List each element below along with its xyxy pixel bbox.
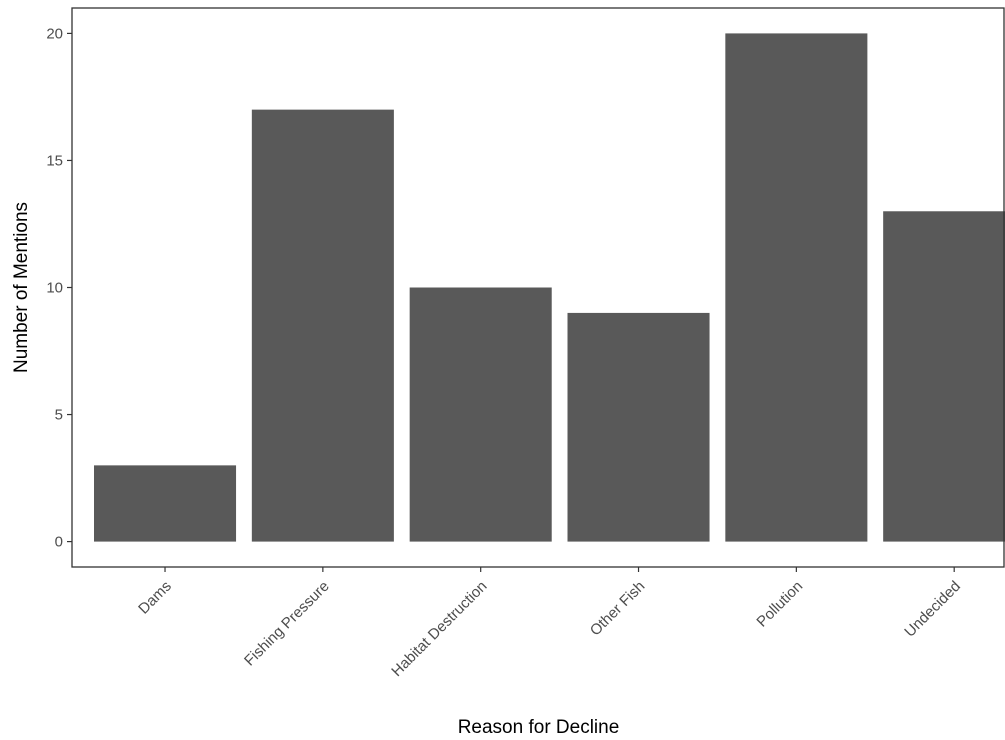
- y-tick-label: 5: [55, 407, 63, 424]
- x-axis-ticks: Dams Fishing Pressure Habitat Destruction O…: [135, 567, 964, 680]
- y-axis-ticks: 0 5 10 15 20: [46, 25, 72, 551]
- y-tick-label: 20: [46, 25, 63, 42]
- bar: [883, 211, 1005, 542]
- bar: [409, 287, 552, 542]
- bar: [725, 33, 868, 542]
- y-tick-label: 0: [55, 534, 63, 551]
- x-tick-label: Other Fish: [587, 578, 649, 640]
- x-tick-label: Habitat Destruction: [388, 578, 490, 680]
- x-tick-label: Pollution: [753, 578, 806, 631]
- bar: [94, 465, 237, 542]
- x-tick-label: Undecided: [901, 578, 964, 641]
- x-tick-label: Dams: [135, 578, 175, 618]
- y-axis-title: Number of Mentions: [11, 202, 32, 373]
- x-axis-title: Reason for Decline: [458, 717, 620, 738]
- bar: [251, 109, 394, 542]
- x-tick-label: Fishing Pressure: [241, 578, 333, 670]
- y-tick-label: 15: [46, 152, 63, 169]
- y-tick-label: 10: [46, 280, 63, 297]
- bars: [94, 33, 1005, 542]
- bar: [567, 312, 710, 542]
